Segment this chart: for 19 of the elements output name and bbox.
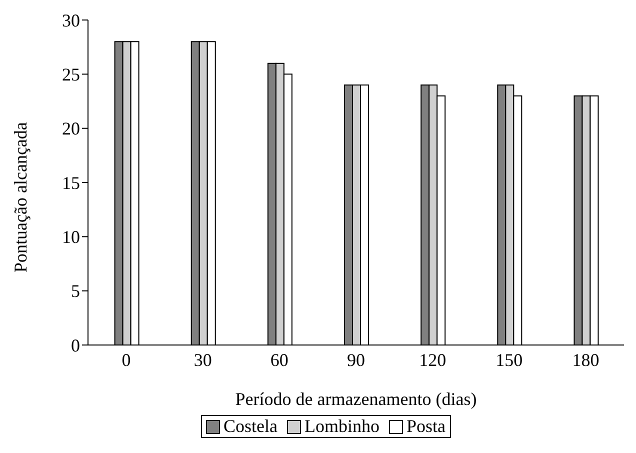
- x-tick-label: 150: [496, 350, 523, 370]
- y-tick-label: 30: [62, 10, 80, 30]
- y-tick-label: 0: [71, 335, 80, 356]
- y-tick-label: 15: [62, 172, 80, 193]
- x-tick-label: 180: [572, 350, 600, 370]
- x-tick-label: 90: [347, 350, 365, 370]
- y-tick-label: 20: [62, 118, 80, 139]
- x-tick-label: 120: [419, 350, 446, 370]
- legend-label: Costela: [223, 416, 278, 437]
- legend-label: Posta: [406, 416, 446, 437]
- x-tick-label: 60: [270, 350, 288, 370]
- x-tick-label: 30: [194, 350, 212, 370]
- legend-label: Lombinho: [304, 416, 380, 437]
- y-tick-label: 10: [62, 227, 80, 248]
- y-tick-label: 25: [62, 64, 80, 85]
- y-tick-label: 5: [71, 281, 80, 302]
- y-axis-title: Pontuação alcançada: [10, 122, 30, 272]
- x-tick-label: 0: [122, 350, 131, 370]
- x-axis-title: Período de armazenamento (dias): [235, 389, 477, 409]
